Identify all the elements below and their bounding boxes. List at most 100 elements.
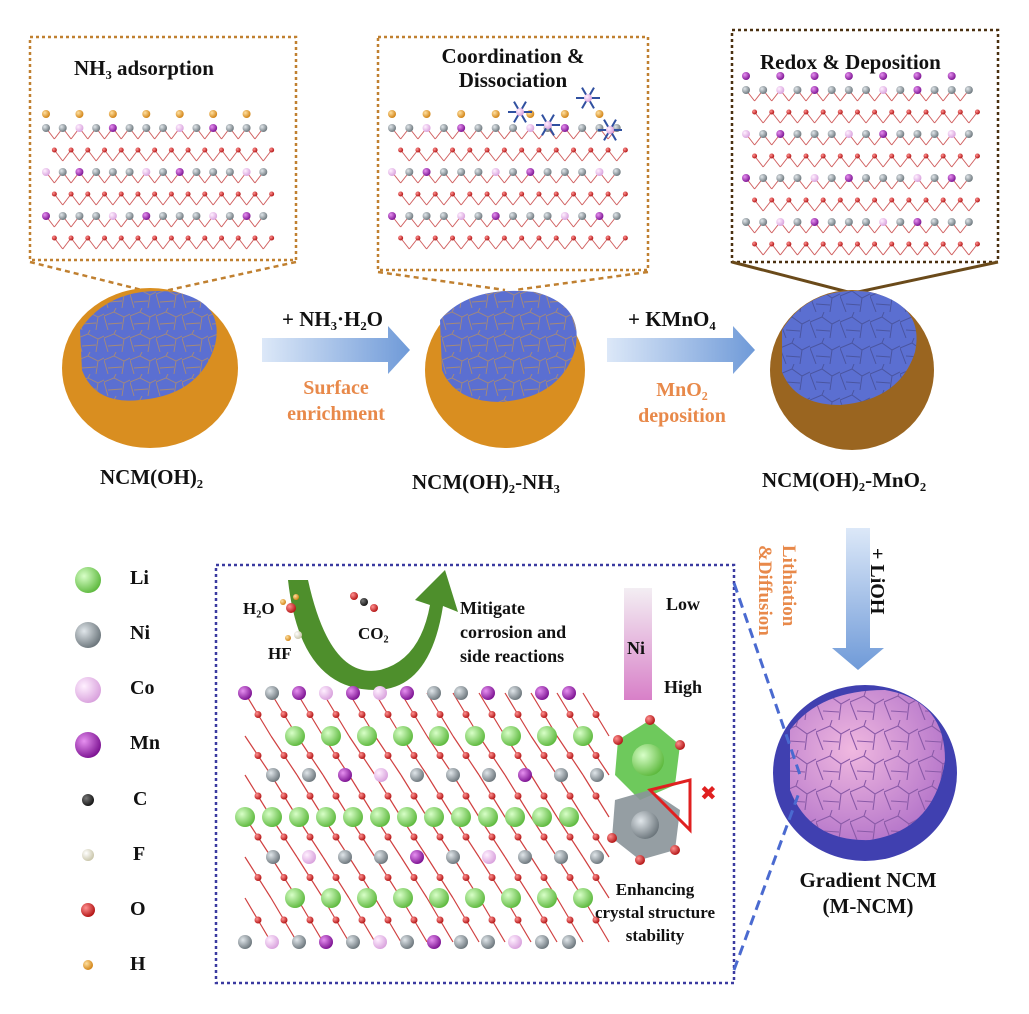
atom-o bbox=[135, 147, 141, 153]
atom-o bbox=[462, 833, 470, 841]
atom-co bbox=[319, 686, 333, 700]
atom-ni bbox=[554, 850, 568, 864]
atom-ni bbox=[58, 168, 67, 176]
atom-o bbox=[837, 241, 843, 247]
atom-ni bbox=[526, 212, 535, 220]
atom-o bbox=[622, 235, 628, 241]
atom-o bbox=[102, 147, 107, 153]
atom-o bbox=[152, 191, 158, 197]
atom-o bbox=[168, 235, 174, 241]
atom-o bbox=[488, 874, 496, 881]
atom-co bbox=[913, 174, 922, 182]
atom-o bbox=[306, 833, 314, 841]
atom-li bbox=[393, 726, 413, 746]
atom-co bbox=[844, 130, 853, 138]
atom-o bbox=[358, 792, 366, 800]
atom-o bbox=[280, 792, 288, 800]
atom-o bbox=[786, 153, 792, 159]
atom-ni bbox=[930, 174, 939, 182]
atom-co bbox=[108, 212, 117, 220]
atom-ni bbox=[612, 168, 621, 176]
atom-o bbox=[462, 874, 470, 881]
atom-ni bbox=[446, 768, 460, 782]
atom-mn bbox=[947, 72, 956, 80]
atom-co bbox=[879, 218, 888, 226]
atom-ni bbox=[292, 935, 306, 949]
zoom-lines-1 bbox=[29, 260, 297, 294]
atom-ni bbox=[209, 168, 218, 176]
atom-ni bbox=[346, 935, 360, 949]
atom-o bbox=[152, 147, 158, 153]
atom-o bbox=[280, 752, 288, 759]
atom-mn bbox=[595, 212, 604, 220]
atom-ni bbox=[125, 212, 134, 220]
atom-ni bbox=[612, 212, 621, 220]
atom-o bbox=[540, 711, 548, 718]
atom-o bbox=[906, 153, 912, 159]
atom-o bbox=[820, 197, 826, 203]
atom-o bbox=[484, 235, 490, 241]
atom-co bbox=[526, 124, 535, 132]
atom-o bbox=[168, 147, 174, 153]
atom-o bbox=[432, 147, 438, 153]
atom-co bbox=[516, 108, 524, 116]
atom-o bbox=[889, 241, 895, 247]
panel-title-coordination-line1: Coordination & bbox=[441, 44, 585, 68]
atom-o bbox=[410, 833, 418, 841]
atom-o bbox=[854, 109, 860, 115]
atom-mn bbox=[844, 72, 853, 80]
atom-h bbox=[388, 110, 396, 118]
atom-h bbox=[242, 110, 251, 118]
atom-mn bbox=[562, 686, 576, 700]
atom-o bbox=[384, 752, 392, 759]
atom-ni bbox=[776, 174, 785, 182]
atom-o bbox=[235, 235, 241, 241]
ni-high-label: High bbox=[664, 677, 703, 697]
atom-ni bbox=[481, 935, 495, 949]
atom-co bbox=[606, 126, 614, 134]
step3-description-line2: &Diffusion bbox=[754, 545, 775, 636]
atom-ni bbox=[827, 130, 836, 138]
atom-ni bbox=[125, 168, 134, 176]
step1-description: Surface enrichment bbox=[266, 375, 406, 427]
atom-o bbox=[269, 235, 275, 241]
legend-label-h: H bbox=[130, 953, 146, 975]
atom-o bbox=[358, 752, 366, 759]
atom-o bbox=[752, 153, 758, 159]
atom-o bbox=[254, 833, 262, 841]
atom-co bbox=[42, 168, 50, 176]
atom-o bbox=[432, 191, 438, 197]
atom-o bbox=[514, 874, 522, 881]
atom-o bbox=[398, 235, 404, 241]
atom-o bbox=[51, 235, 57, 241]
atom-o bbox=[592, 833, 600, 841]
atom-o bbox=[571, 147, 576, 153]
atom-ni bbox=[759, 86, 768, 94]
atom-o bbox=[332, 711, 340, 718]
atom-o bbox=[566, 711, 574, 718]
atom-o bbox=[467, 147, 473, 153]
particle-label-3: NCM(OH)₂-MnO₂ bbox=[762, 468, 927, 492]
atom-o bbox=[384, 792, 392, 800]
atom-h bbox=[75, 110, 84, 118]
atom-o bbox=[940, 197, 946, 203]
atom-ni bbox=[225, 168, 234, 176]
atom-o bbox=[202, 235, 208, 241]
atom-ni bbox=[930, 218, 939, 226]
atom-o bbox=[269, 147, 275, 153]
atom-li bbox=[429, 888, 449, 908]
atom-o bbox=[519, 147, 525, 153]
atom-ni bbox=[474, 124, 483, 132]
atom-mn bbox=[776, 130, 785, 138]
atom-o bbox=[872, 197, 878, 203]
atom-o bbox=[519, 191, 525, 197]
atom-o bbox=[306, 711, 314, 718]
atom-ni bbox=[827, 174, 836, 182]
atom-ni bbox=[562, 935, 576, 949]
atom-o bbox=[752, 197, 758, 203]
atom-o bbox=[488, 792, 496, 800]
atom-mn bbox=[42, 212, 50, 220]
atom-ni bbox=[742, 218, 750, 226]
atom-o bbox=[769, 109, 775, 115]
